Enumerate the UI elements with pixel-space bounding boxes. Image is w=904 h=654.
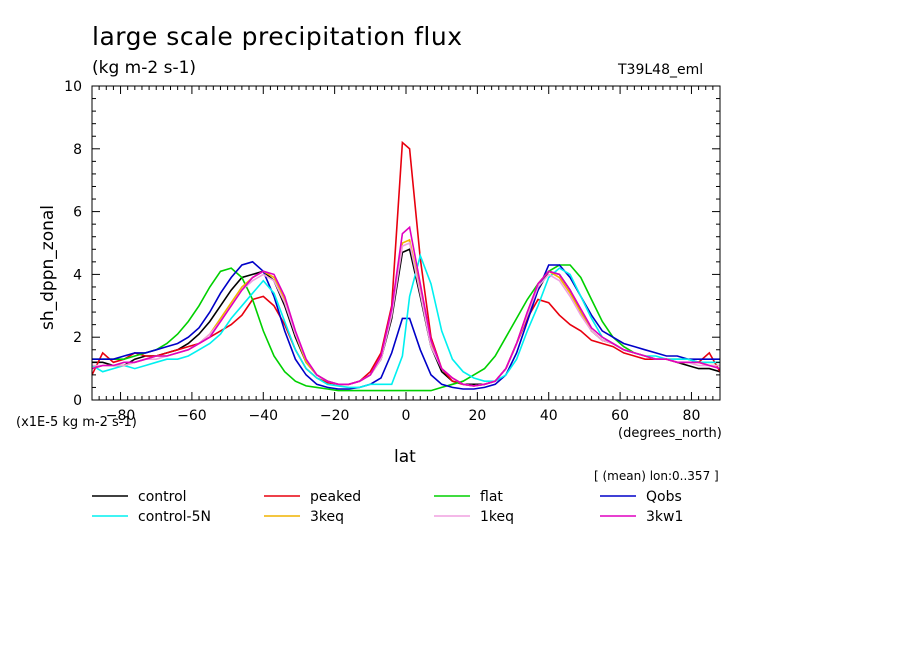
x-tick-label: −60: [177, 408, 207, 424]
x-axis-units: (degrees_north): [618, 426, 722, 441]
x-tick-label: 80: [683, 408, 701, 424]
y-tick-label: 8: [73, 142, 82, 158]
x-axis-label: lat: [394, 447, 416, 467]
legend-label-1keq: 1keq: [480, 509, 514, 525]
y-tick-label: 2: [73, 330, 82, 346]
y-tick-label: 4: [73, 267, 82, 283]
chart-title: large scale precipitation flux: [92, 22, 463, 51]
legend-label-peaked: peaked: [310, 489, 361, 505]
series-line-1keq: [92, 241, 720, 387]
x-tick-label: −20: [320, 408, 350, 424]
legend-label-3keq: 3keq: [310, 509, 344, 525]
series-line-control: [92, 248, 720, 386]
averaging-note: [ (mean) lon:0..357 ]: [594, 469, 719, 483]
y-scale-note: (x1E-5 kg m-2 s-1): [16, 415, 137, 430]
legend-label-3kw1: 3kw1: [646, 509, 683, 525]
run-id: T39L48_eml: [618, 62, 704, 78]
chart-units: (kg m-2 s-1): [92, 58, 197, 78]
series-line-3keq: [92, 238, 720, 387]
series-line-3kw1: [92, 225, 720, 387]
x-tick-label: 40: [540, 408, 558, 424]
legend-label-control-5N: control-5N: [138, 509, 211, 525]
series-line-peaked: [92, 140, 720, 387]
y-tick-label: 6: [73, 205, 82, 221]
y-tick-label: 0: [73, 393, 82, 409]
y-tick-label: 10: [64, 79, 82, 95]
legend-label-control: control: [138, 489, 187, 505]
legend-label-Qobs: Qobs: [646, 489, 682, 505]
x-tick-label: 20: [468, 408, 486, 424]
legend-label-flat: flat: [480, 489, 503, 505]
x-tick-label: 0: [402, 408, 411, 424]
series-line-Qobs: [92, 260, 720, 390]
x-tick-label: 60: [611, 408, 629, 424]
series-line-control-5N: [92, 252, 720, 389]
x-tick-label: −80: [106, 408, 136, 424]
x-tick-label: −40: [248, 408, 278, 424]
